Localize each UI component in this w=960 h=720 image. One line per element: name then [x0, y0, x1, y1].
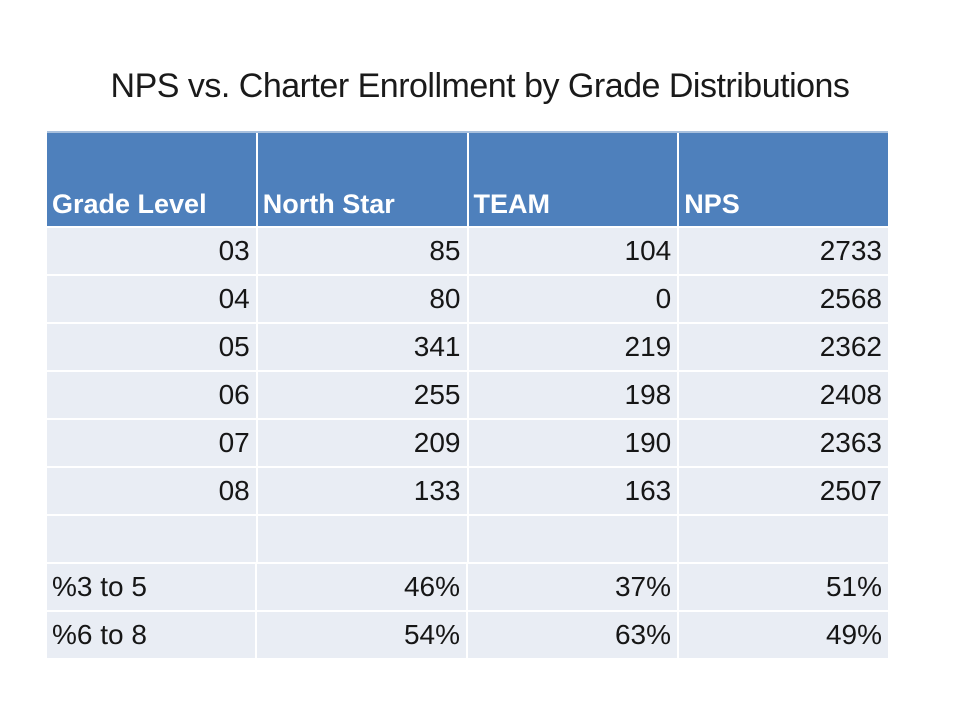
table-row-grade-07: 07 209 190 2363	[47, 420, 888, 466]
cell-nps: 2507	[679, 468, 888, 514]
page-title: NPS vs. Charter Enrollment by Grade Dist…	[110, 67, 850, 105]
cell-north-star-pct: 46%	[257, 564, 466, 610]
cell-team: 104	[468, 228, 678, 274]
cell-team: 0	[468, 276, 678, 322]
cell-summary-label: %6 to 8	[47, 612, 255, 658]
column-header-grade-level: Grade Level	[47, 133, 256, 226]
cell-nps: 2363	[679, 420, 888, 466]
cell-empty	[679, 516, 888, 562]
cell-north-star: 341	[257, 324, 467, 370]
cell-team-pct: 63%	[468, 612, 677, 658]
column-header-north-star: North Star	[257, 133, 467, 226]
cell-grade: 06	[47, 372, 256, 418]
cell-north-star-pct: 54%	[257, 612, 466, 658]
cell-empty	[47, 516, 256, 562]
table-row-empty	[47, 516, 888, 562]
table-row-grade-03: 03 85 104 2733	[47, 228, 888, 274]
cell-team-pct: 37%	[468, 564, 677, 610]
cell-grade: 05	[47, 324, 256, 370]
cell-nps-pct: 51%	[679, 564, 888, 610]
table-row-grade-08: 08 133 163 2507	[47, 468, 888, 514]
cell-nps: 2408	[679, 372, 888, 418]
cell-north-star: 255	[257, 372, 467, 418]
cell-summary-label: %3 to 5	[47, 564, 255, 610]
table-row-grade-05: 05 341 219 2362	[47, 324, 888, 370]
cell-nps: 2733	[679, 228, 888, 274]
cell-team: 219	[468, 324, 678, 370]
cell-grade: 03	[47, 228, 256, 274]
table-header-row: Grade Level North Star TEAM NPS	[47, 133, 888, 226]
table-row-grade-06: 06 255 198 2408	[47, 372, 888, 418]
cell-north-star: 133	[257, 468, 467, 514]
table-row-pct-6-to-8: %6 to 8 54% 63% 49%	[47, 612, 888, 658]
column-header-nps: NPS	[679, 133, 888, 226]
cell-team: 163	[468, 468, 678, 514]
cell-north-star: 80	[257, 276, 467, 322]
cell-nps-pct: 49%	[679, 612, 888, 658]
cell-nps: 2362	[679, 324, 888, 370]
enrollment-table: Grade Level North Star TEAM NPS 03 85 10…	[47, 131, 888, 658]
cell-grade: 04	[47, 276, 256, 322]
cell-grade: 07	[47, 420, 256, 466]
cell-nps: 2568	[679, 276, 888, 322]
cell-north-star: 85	[257, 228, 467, 274]
column-header-team: TEAM	[468, 133, 678, 226]
cell-empty	[257, 516, 467, 562]
table-row-grade-04: 04 80 0 2568	[47, 276, 888, 322]
cell-north-star: 209	[257, 420, 467, 466]
table-row-pct-3-to-5: %3 to 5 46% 37% 51%	[47, 564, 888, 610]
cell-grade: 08	[47, 468, 256, 514]
cell-team: 198	[468, 372, 678, 418]
cell-empty	[468, 516, 678, 562]
cell-team: 190	[468, 420, 678, 466]
